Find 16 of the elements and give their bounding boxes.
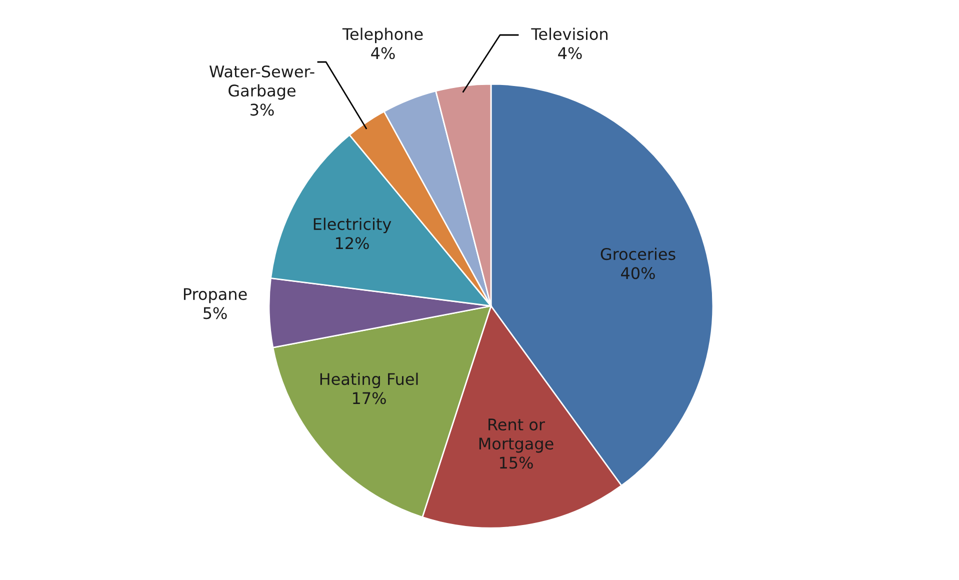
- data-label: 15%: [500, 456, 533, 469]
- slice-label: Electricity: [314, 218, 392, 234]
- data-label: 3%: [250, 104, 274, 116]
- slice-label: Television: [531, 28, 608, 40]
- slice-label: Telephone: [342, 28, 423, 44]
- slice-label: Rent or Mortgage: [479, 418, 554, 453]
- data-label: 17%: [353, 392, 386, 404]
- slice-label: Propane: [184, 288, 247, 304]
- data-label: 40%: [621, 267, 655, 280]
- slice-label: Water-Sewer- Garbage: [209, 65, 314, 100]
- data-label: 4%: [558, 47, 582, 60]
- data-label: 12%: [336, 237, 369, 250]
- slice-label: Heating Fuel: [320, 372, 418, 388]
- slice-label: Groceries: [600, 248, 676, 260]
- data-label: 4%: [371, 47, 395, 60]
- data-label: 5%: [204, 307, 227, 320]
